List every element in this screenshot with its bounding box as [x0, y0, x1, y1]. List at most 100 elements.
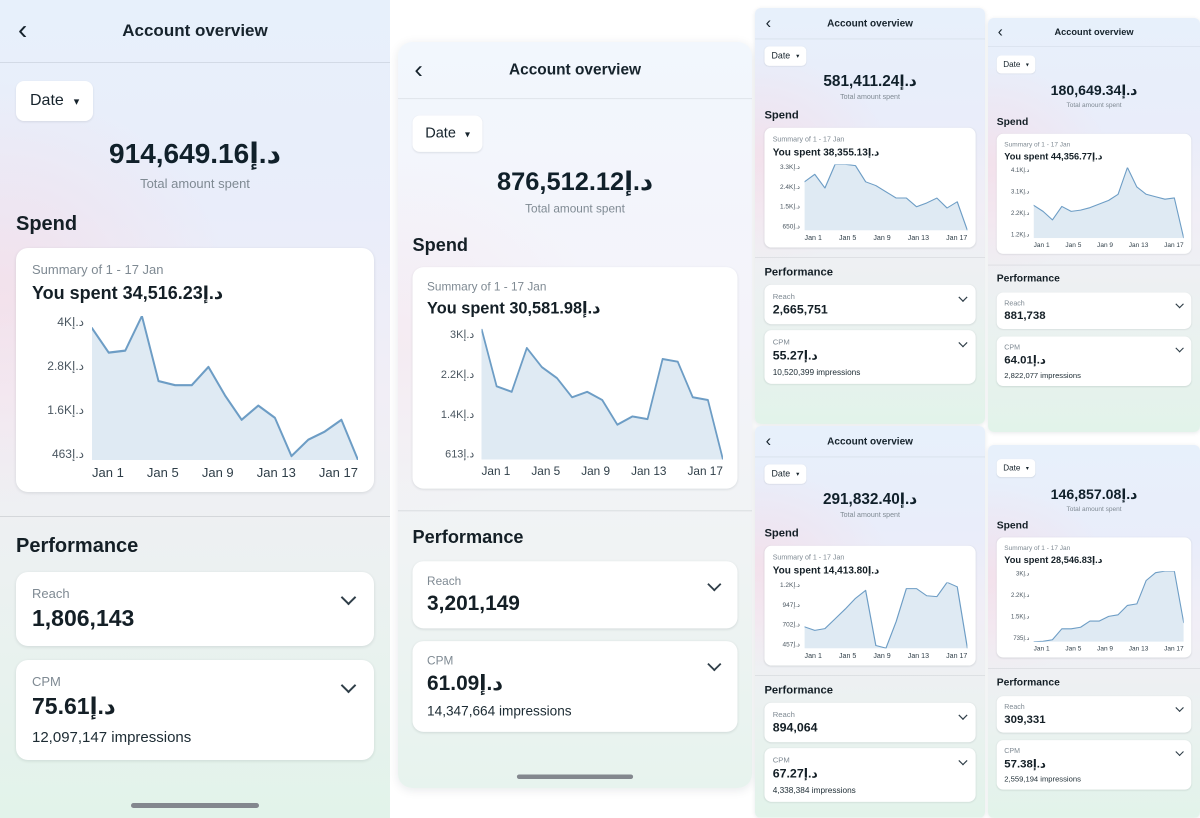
- x-tick-label: Jan 1: [92, 465, 124, 480]
- date-filter-button[interactable]: Date ▾: [412, 115, 483, 152]
- back-chevron-icon: ‹: [414, 54, 423, 83]
- date-filter-button[interactable]: Date ▾: [764, 46, 807, 66]
- reach-value: 894,064: [772, 721, 818, 735]
- y-tick-label: 457د.إ: [782, 641, 800, 649]
- x-tick-label: Jan 17: [1164, 240, 1184, 249]
- x-tick-label: Jan 13: [907, 651, 930, 660]
- y-tick-label: 1.4Kد.إ: [440, 407, 475, 421]
- summary-range-label: Summary of 1 - 17 Jan: [32, 262, 164, 277]
- date-filter-button[interactable]: Date ▾: [996, 459, 1036, 478]
- back-chevron-icon: ‹: [765, 13, 772, 32]
- reach-value: 3,201,149: [427, 591, 520, 615]
- screen-body: ‹ Account overview Date ▾ 876,512.12د.إ …: [398, 42, 752, 788]
- x-tick-label: Jan 13: [907, 233, 930, 242]
- account-overview-screen: ‹ Account overview Date ▾ 876,512.12د.إ …: [398, 42, 752, 788]
- y-tick-label: 4Kد.إ: [57, 315, 84, 329]
- summary-range-label: Summary of 1 - 17 Jan: [427, 279, 547, 294]
- spend-heading: Spend: [996, 116, 1029, 128]
- back-button[interactable]: ‹: [8, 16, 37, 46]
- spend-chart-y-axis: 4.1Kد.إ 3.1Kد.إ 2.2Kد.إ 1.2Kد.إ: [1004, 167, 1033, 238]
- summary-range-label: Summary of 1 - 17 Jan: [772, 552, 845, 562]
- reach-card[interactable]: Reach 881,738: [996, 292, 1192, 329]
- spend-chart-svg: [804, 164, 968, 231]
- cpm-impressions: 10,520,399 impressions: [772, 367, 861, 377]
- spend-chart-x-axis: Jan 1 Jan 5 Jan 9 Jan 13 Jan 17: [805, 651, 968, 660]
- date-filter-label: Date: [771, 51, 791, 62]
- spent-amount-text: You spent 44,356.77د.إ: [1004, 151, 1103, 162]
- x-tick-label: Jan 9: [1097, 644, 1114, 653]
- spend-heading: Spend: [764, 108, 799, 122]
- date-filter-label: Date: [1003, 59, 1021, 70]
- date-filter-label: Date: [771, 469, 791, 480]
- cpm-value: 61.09د.إ: [427, 671, 503, 695]
- back-button[interactable]: ‹: [992, 24, 1008, 40]
- date-filter-button[interactable]: Date ▾: [764, 464, 807, 484]
- back-button[interactable]: ‹: [405, 54, 432, 84]
- total-amount: 291,832.40د.إ: [822, 489, 918, 508]
- back-button[interactable]: ‹: [760, 432, 777, 450]
- total-amount-label: Total amount spent: [840, 92, 900, 101]
- home-indicator[interactable]: [516, 774, 634, 780]
- performance-section: Performance Reach 894,064 CPM 67.27د.إ 4…: [755, 674, 985, 809]
- cpm-card[interactable]: CPM 61.09د.إ 14,347,664 impressions: [412, 641, 738, 732]
- x-tick-label: Jan 1: [1033, 644, 1050, 653]
- y-tick-label: 2.8Kد.إ: [47, 359, 84, 373]
- screen-content: Date ▾ 581,411.24د.إ Total amount spent …: [755, 39, 985, 391]
- spend-summary-card: Summary of 1 - 17 Jan You spent 44,356.7…: [996, 133, 1192, 254]
- spend-chart-plot: Jan 1 Jan 5 Jan 9 Jan 13 Jan 17: [92, 316, 358, 482]
- chevron-down-icon: ▾: [796, 52, 800, 60]
- cpm-card[interactable]: CPM 75.61د.إ 12,097,147 impressions: [16, 660, 374, 760]
- screen-body: ‹ Account overview Date ▾ 914,649.16د.إ …: [0, 0, 390, 818]
- spend-chart-svg: [92, 316, 358, 460]
- spend-chart-x-axis: Jan 1 Jan 5 Jan 9 Jan 13 Jan 17: [1034, 645, 1184, 654]
- reach-value: 1,806,143: [32, 605, 135, 631]
- screen-header: ‹ Account overview: [0, 0, 390, 63]
- reach-label: Reach: [32, 586, 70, 601]
- cpm-card[interactable]: CPM 67.27د.إ 4,338,384 impressions: [764, 748, 976, 802]
- spend-summary-card: Summary of 1 - 17 Jan You spent 14,413.8…: [764, 545, 976, 666]
- x-tick-label: Jan 17: [318, 465, 358, 480]
- x-tick-label: Jan 5: [1065, 240, 1082, 249]
- page-title: Account overview: [1054, 26, 1134, 38]
- reach-card[interactable]: Reach 309,331: [996, 696, 1192, 733]
- screen-content: Date ▾ 180,649.34د.إ Total amount spent …: [988, 47, 1200, 393]
- cpm-label: CPM: [772, 755, 790, 765]
- cpm-card[interactable]: CPM 55.27د.إ 10,520,399 impressions: [764, 330, 976, 384]
- back-chevron-icon: ‹: [765, 431, 772, 450]
- cpm-card[interactable]: CPM 57.38د.إ 2,559,194 impressions: [996, 740, 1192, 790]
- reach-card[interactable]: Reach 3,201,149: [412, 561, 738, 629]
- total-amount-label: Total amount spent: [140, 176, 250, 191]
- y-tick-label: 735د.إ: [1013, 635, 1030, 642]
- total-amount: 146,857.08د.إ: [1050, 485, 1138, 503]
- cpm-value: 57.38د.إ: [1004, 757, 1046, 771]
- cpm-impressions: 14,347,664 impressions: [427, 703, 572, 720]
- x-tick-label: Jan 1: [1033, 240, 1050, 249]
- y-tick-label: 4.1Kد.إ: [1011, 166, 1030, 174]
- performance-heading: Performance: [16, 535, 139, 557]
- cpm-card[interactable]: CPM 64.01د.إ 2,822,077 impressions: [996, 336, 1192, 387]
- spend-chart-y-axis: 3Kد.إ 2.2Kد.إ 1.4Kد.إ 613د.إ: [427, 329, 481, 460]
- x-tick-label: Jan 13: [1128, 644, 1149, 653]
- x-tick-label: Jan 9: [873, 233, 891, 242]
- back-button[interactable]: ‹: [760, 14, 777, 32]
- date-filter-label: Date: [1003, 463, 1021, 473]
- spent-amount-text: You spent 38,355.13د.إ: [772, 146, 880, 158]
- y-tick-label: 463د.إ: [51, 447, 84, 461]
- spend-chart-plot: Jan 1 Jan 5 Jan 9 Jan 13 Jan 17: [804, 164, 968, 242]
- chevron-down-icon: ▾: [796, 470, 800, 478]
- chevron-down-icon: ▾: [1025, 61, 1029, 69]
- home-indicator[interactable]: [131, 803, 259, 808]
- date-filter-button[interactable]: Date ▾: [16, 81, 94, 121]
- reach-card[interactable]: Reach 894,064: [764, 702, 976, 743]
- reach-card[interactable]: Reach 1,806,143: [16, 572, 374, 646]
- performance-heading: Performance: [764, 683, 833, 697]
- date-filter-button[interactable]: Date ▾: [996, 55, 1036, 74]
- y-tick-label: 1.5Kد.إ: [1011, 613, 1030, 621]
- x-tick-label: Jan 5: [838, 233, 857, 242]
- page-title: Account overview: [827, 435, 913, 447]
- reach-label: Reach: [1004, 702, 1025, 711]
- chart-area-fill: [1033, 167, 1184, 239]
- summary-range-label: Summary of 1 - 17 Jan: [1004, 140, 1071, 148]
- chart-line: [804, 164, 968, 231]
- reach-card[interactable]: Reach 2,665,751: [764, 284, 976, 325]
